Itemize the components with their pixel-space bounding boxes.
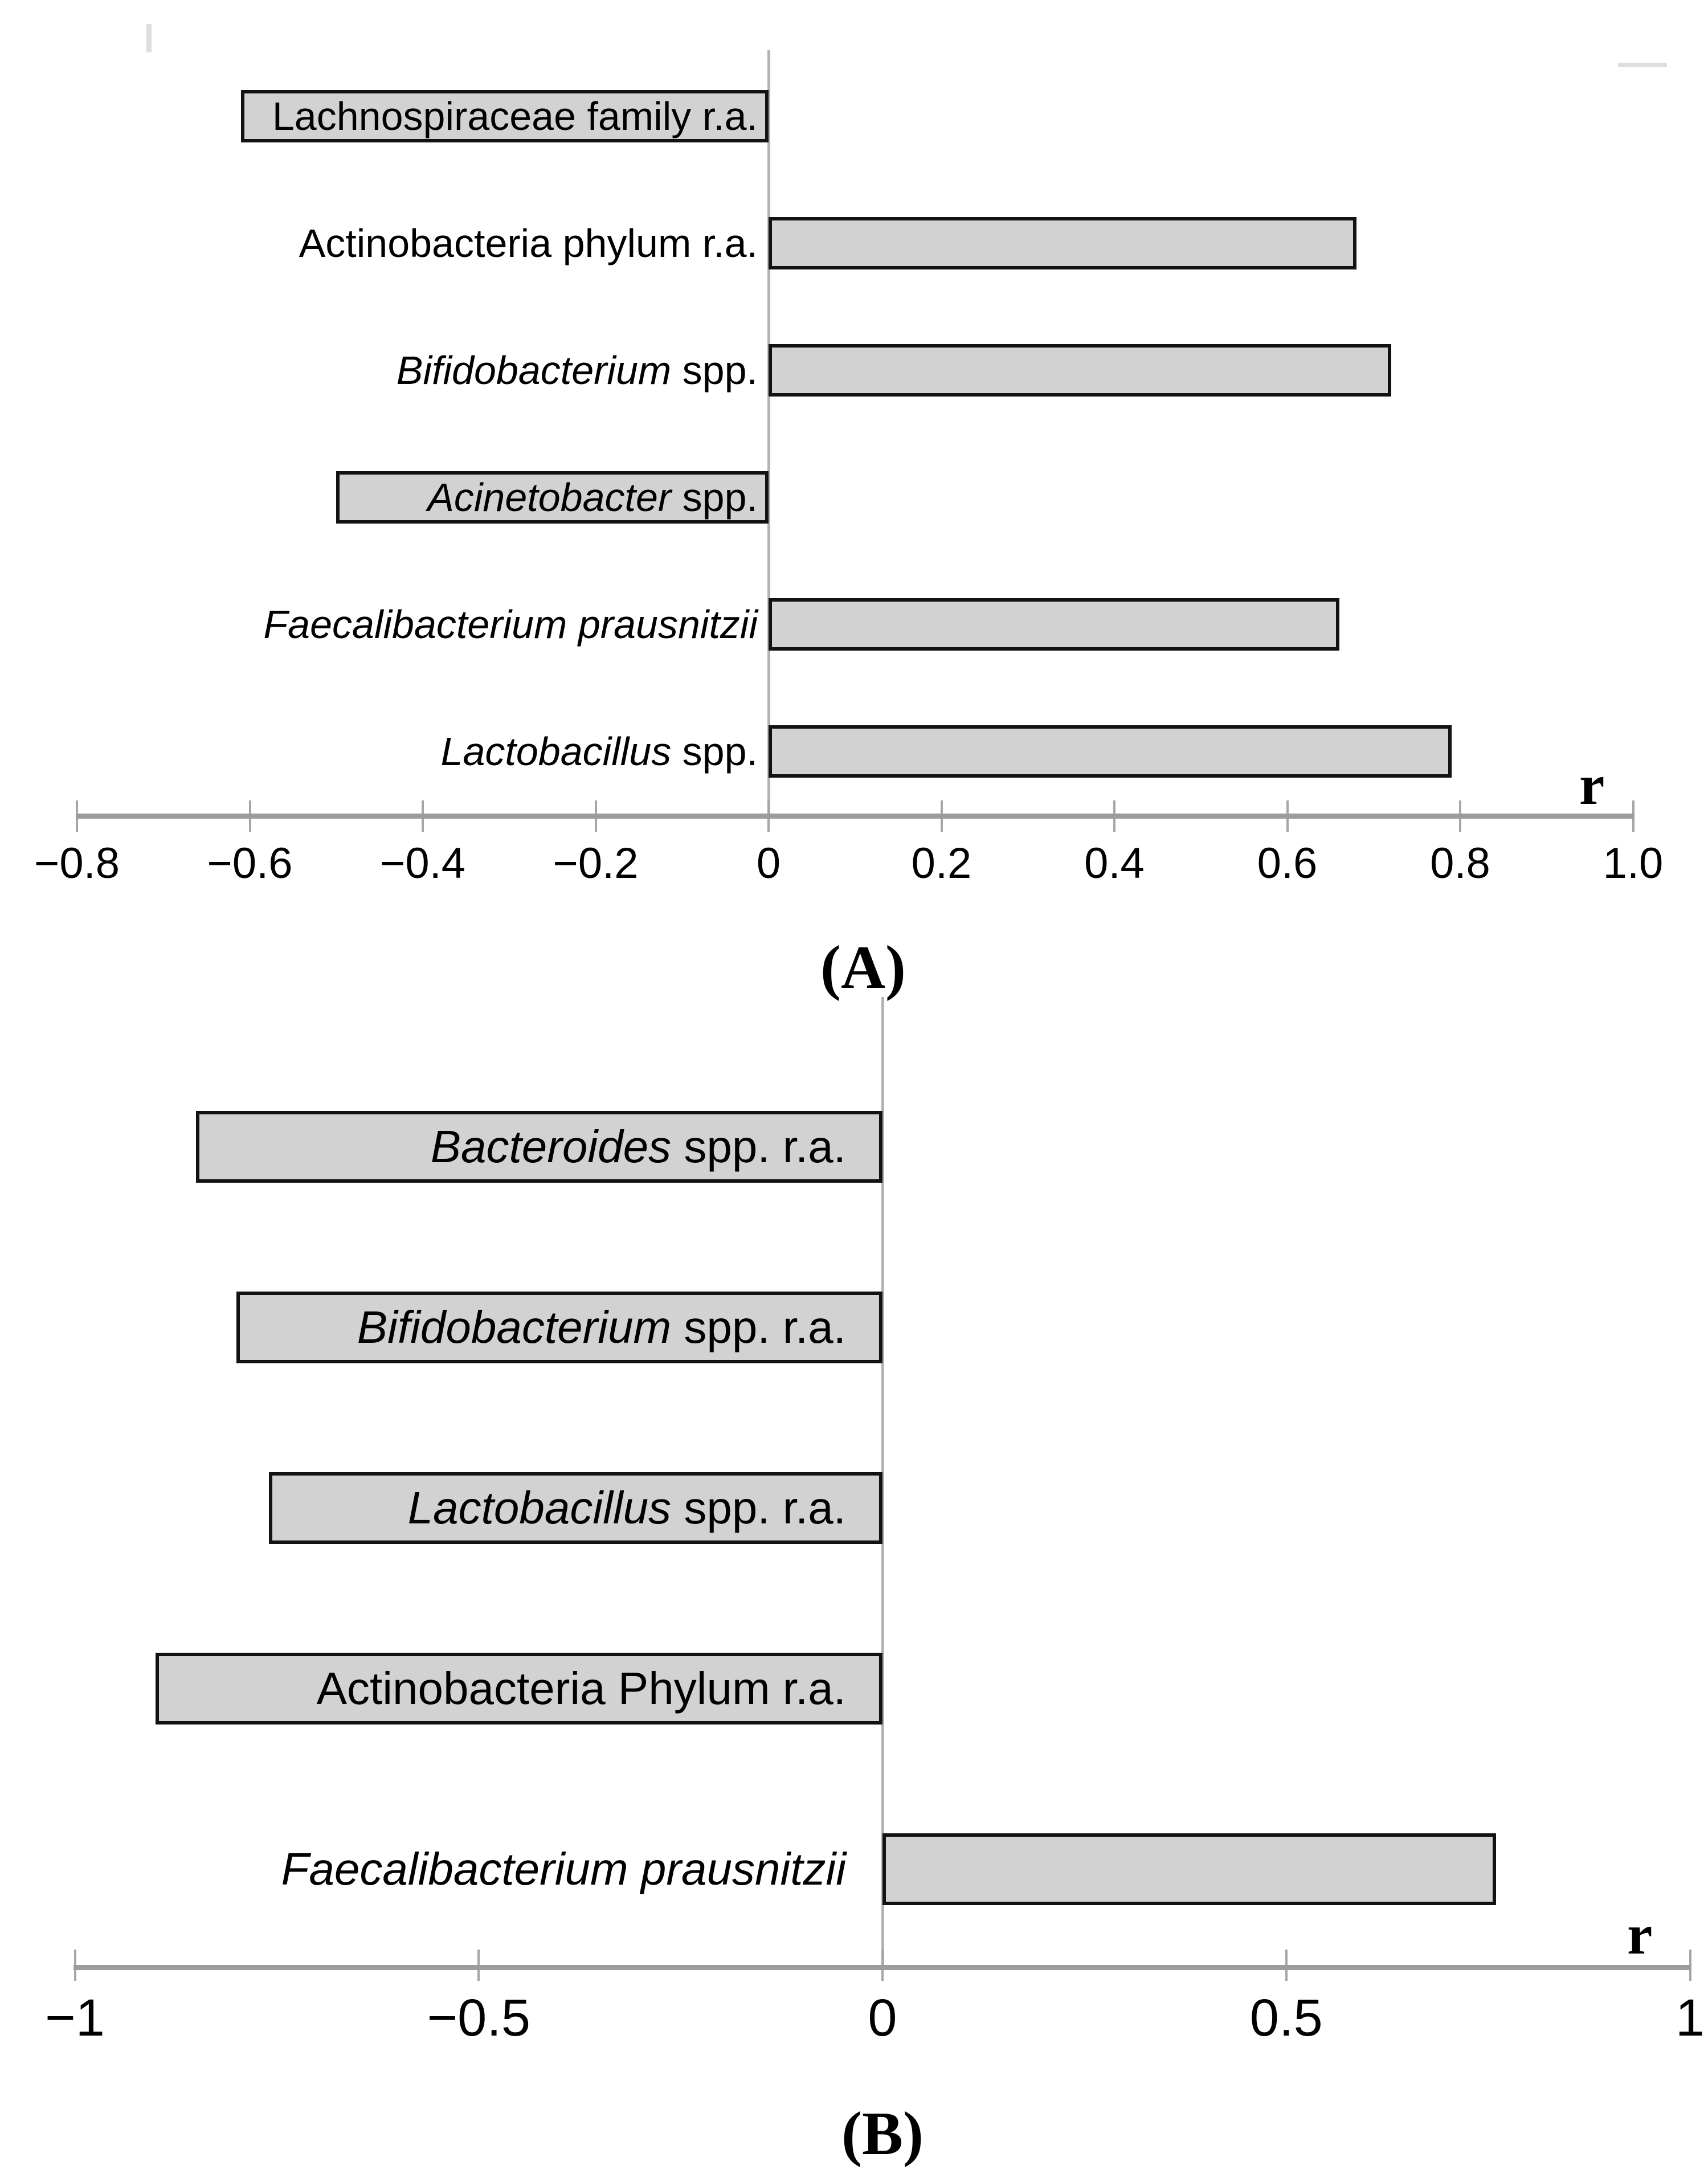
- bar-label: Lachnospiraceae family r.a.: [272, 90, 758, 142]
- axis-label-r: r: [1627, 1903, 1653, 1966]
- bar: [241, 90, 769, 142]
- bar-label-segment: spp. r.a.: [671, 1302, 846, 1352]
- bar-label: Bifidobacterium spp.: [397, 344, 758, 397]
- bar-label: Bifidobacterium spp. r.a.: [357, 1292, 846, 1363]
- x-axis-tick-label: 0.4: [1084, 839, 1145, 888]
- bar: [769, 344, 1391, 397]
- bar: [268, 1472, 882, 1544]
- bar-label-segment: Bifidobacterium: [396, 348, 672, 393]
- bar-label-segment: Actinobacteria phylum r.a.: [299, 221, 758, 265]
- bar-label: Lactobacillus spp.: [441, 725, 758, 778]
- bar-label-segment: spp.: [671, 348, 758, 393]
- axis-label-r: r: [1579, 753, 1605, 816]
- bar-label-segment: Acinetobacter: [427, 475, 672, 520]
- bar: [769, 598, 1339, 651]
- x-axis-line: [76, 814, 1634, 819]
- x-axis-tick-label: −0.6: [207, 839, 293, 888]
- bar-label: Acinetobacter spp.: [427, 471, 758, 524]
- bar-label-segment: spp.: [671, 729, 758, 774]
- bar-label: Faecalibacterium prausnitzii: [263, 598, 758, 651]
- x-axis-tick-label: 1.0: [1603, 839, 1664, 888]
- panel-label-b: (B): [841, 2100, 924, 2168]
- x-axis-tick-label: −0.5: [427, 1989, 531, 2047]
- bar: [882, 1833, 1497, 1905]
- x-axis-tick-label: 0: [868, 1989, 897, 2047]
- bar-label: Lactobacillus spp. r.a.: [408, 1472, 846, 1544]
- x-axis-tick-label: 0.6: [1257, 839, 1318, 888]
- x-axis-tick-label: 0.5: [1249, 1989, 1323, 2047]
- x-axis-tick-label: −0.2: [553, 839, 639, 888]
- bar-label-segment: spp.: [671, 475, 758, 520]
- bar: [336, 471, 769, 524]
- bar-label-segment: Actinobacteria Phylum r.a.: [316, 1663, 846, 1714]
- bar-label: Bacteroides spp. r.a.: [431, 1111, 846, 1183]
- bar: [769, 725, 1452, 778]
- bar-label: Actinobacteria phylum r.a.: [299, 217, 758, 269]
- bar: [156, 1653, 882, 1725]
- artifact-mark-horizontal: [1618, 63, 1667, 67]
- bar-label-segment: Lachnospiraceae family r.a.: [272, 94, 758, 138]
- x-axis-tick-label: −0.4: [379, 839, 466, 888]
- x-axis-tick-label: 1: [1675, 1989, 1705, 2047]
- zero-axis-line: [881, 997, 884, 1970]
- x-axis-tick-label: 0: [756, 839, 781, 888]
- x-axis-tick-label: −0.8: [34, 839, 120, 888]
- zero-axis-line: [767, 50, 770, 819]
- bar-label-segment: spp. r.a.: [671, 1121, 846, 1172]
- bar-label-segment: spp. r.a.: [671, 1482, 846, 1533]
- bar-label: Faecalibacterium prausnitzii: [281, 1833, 846, 1905]
- artifact-mark-vertical: [146, 24, 152, 52]
- bar-label-segment: Lactobacillus: [407, 1482, 672, 1533]
- x-axis-tick-label: 0.8: [1430, 839, 1490, 888]
- bar-label-segment: Faecalibacterium prausnitzii: [263, 602, 758, 647]
- bar: [196, 1111, 882, 1183]
- bar-label-segment: Faecalibacterium prausnitzii: [281, 1844, 846, 1894]
- bar: [769, 217, 1356, 269]
- panel-label-a: (A): [820, 934, 906, 1002]
- bar-label-segment: Bacteroides: [430, 1121, 672, 1172]
- bar-label: Actinobacteria Phylum r.a.: [317, 1653, 846, 1725]
- x-axis-tick-label: −1: [45, 1989, 105, 2047]
- x-axis-line: [73, 1965, 1691, 1970]
- bar: [236, 1292, 882, 1363]
- bar-label-segment: Lactobacillus: [440, 729, 672, 774]
- bar-label-segment: Bifidobacterium: [357, 1302, 672, 1352]
- x-axis-tick-label: 0.2: [911, 839, 972, 888]
